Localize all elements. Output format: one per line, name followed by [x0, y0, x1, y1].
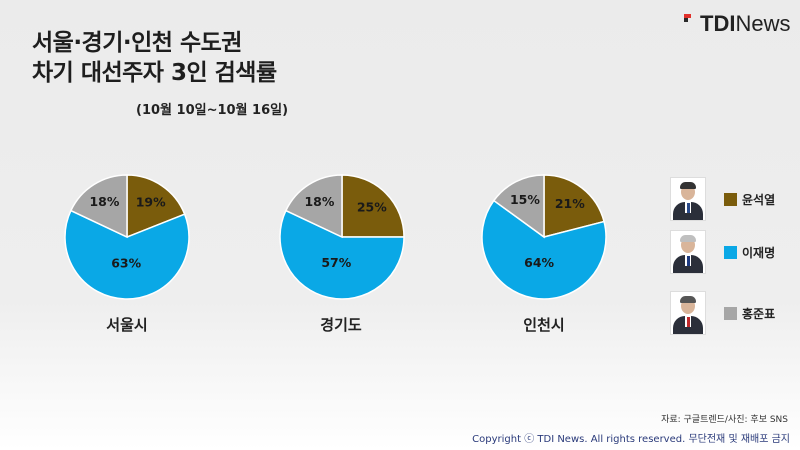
pie-slice-incheon-lee: [481, 199, 607, 300]
pie-label-seoul: 서울시: [106, 316, 148, 334]
pie-slice-seoul-hong: [69, 174, 128, 239]
pie-value-label-seoul-yoon: 19%: [136, 195, 166, 210]
pie-label-incheon: 인천시: [523, 316, 565, 334]
pie-slice-gyeonggi-lee: [279, 209, 405, 300]
legend-label-hong: 홍준표: [742, 306, 776, 321]
tdi-news-logo: TDINews: [684, 12, 790, 36]
legend-swatch-hong: [724, 306, 737, 320]
legend-item-yoon: 윤석열: [670, 177, 775, 221]
pie-slice-seoul-yoon: [126, 174, 186, 239]
pie-slice-gyeonggi-yoon: [341, 174, 405, 238]
logo-text: TDINews: [700, 12, 790, 36]
pie-slice-incheon-hong: [492, 174, 545, 239]
pie-value-label-gyeonggi-lee: 57%: [321, 255, 351, 270]
legend-item-hong: 홍준표: [670, 291, 775, 335]
pie-label-gyeonggi: 경기도: [320, 316, 362, 334]
title-line-2: 차기 대선주자 3인 검색률: [32, 60, 277, 86]
candidate-photo-hong: [670, 291, 706, 335]
legend-swatch-yoon: [724, 192, 737, 206]
pie-value-label-seoul-lee: 63%: [111, 256, 141, 271]
legend-item-lee: 이재명: [670, 230, 775, 274]
candidate-photo-lee: [670, 230, 706, 274]
pie-value-label-seoul-hong: 18%: [89, 194, 119, 209]
pie-value-label-incheon-yoon: 21%: [555, 196, 585, 211]
title-line-1: 서울·경기·인천 수도권: [32, 30, 242, 56]
pie-value-label-incheon-lee: 64%: [524, 255, 554, 270]
chart-subtitle: (10월 10일~10월 16일): [136, 103, 289, 118]
logo-news: News: [735, 11, 791, 36]
candidate-photo-yoon: [670, 177, 706, 221]
legend-label-yoon: 윤석열: [742, 192, 776, 207]
source-note: 자료: 구글트렌드/사진: 후보 SNS: [661, 415, 788, 425]
pie-value-label-gyeonggi-yoon: 25%: [357, 200, 387, 215]
logo-tdi: TDI: [700, 11, 736, 36]
legend-label-lee: 이재명: [742, 245, 776, 260]
pie-slice-gyeonggi-hong: [284, 174, 343, 239]
logo-mark-icon: [684, 12, 698, 36]
copyright-notice: Copyright ⓒ TDI News. All rights reserve…: [472, 434, 790, 445]
chart-title: 서울·경기·인천 수도권 차기 대선주자 3인 검색률: [32, 28, 277, 88]
pie-slice-seoul-lee: [64, 209, 190, 300]
pie-value-label-gyeonggi-hong: 18%: [304, 194, 334, 209]
legend-swatch-lee: [724, 245, 737, 259]
pie-slice-incheon-yoon: [543, 174, 605, 238]
pie-value-label-incheon-hong: 15%: [510, 192, 540, 207]
